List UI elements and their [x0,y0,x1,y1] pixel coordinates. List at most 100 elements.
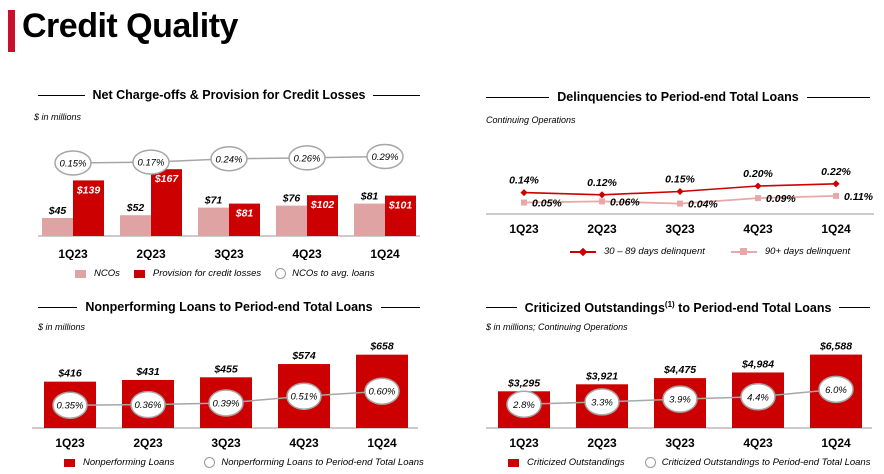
point-30-89 [676,187,684,196]
tick-label: 1Q23 [58,247,88,260]
swatch [508,458,519,467]
ratio-circle [288,145,326,171]
legend-item-provision: Provision for credit losses [133,268,261,279]
ratio-label: 3.9% [669,395,691,406]
data-label-90-plus: 0.09% [766,193,796,205]
swatch [644,457,656,468]
data-label-90-plus: 0.06% [610,196,640,208]
tick-label: 3Q23 [211,436,241,450]
data-label: $6,588 [819,341,852,353]
data-label-provision: $167 [154,173,180,185]
point-30-89 [598,191,606,199]
tick-label: 4Q23 [289,436,319,450]
bar-ncos [42,218,73,236]
data-label-provision: $102 [310,199,335,211]
point-30-89 [520,189,528,197]
tick-label: 2Q23 [587,436,617,450]
data-label-ncos: $71 [204,195,223,207]
bar-provision [307,195,338,236]
data-label-ncos: $45 [48,205,67,217]
crit-legend: Criticized Outstandings Criticized Outst… [508,457,884,468]
ratio-label: 3.3% [591,397,613,408]
ratio-circle [366,143,404,170]
ratio-label: 0.26% [294,153,321,164]
legend-item-npl: Nonperforming Loans [64,457,174,468]
ratio-label: 0.39% [213,398,240,409]
units-note: $ in millions; Continuing Operations [486,322,628,332]
criticized-chart: $3,295 1Q23 $3,921 2Q23 $4,475 3Q23 $4,984 4Q23… [486,341,872,450]
npl-legend: Nonperforming Loans Nonperforming Loans … [64,457,438,468]
panel-title: Delinquencies to Period-end Total Loans [557,90,799,104]
ratio-label: 4.4% [747,392,769,403]
swatch [133,269,145,278]
ratio-circle [286,382,322,410]
point-30-89 [754,182,762,190]
ratio-label: 0.17% [138,158,165,169]
data-label-30-89: 0.22% [821,166,851,178]
data-label: $574 [291,350,316,362]
npl-chart: $416 1Q23 $431 2Q23 $455 3Q23 $574 4Q23 $658 1Q24… [32,341,418,450]
ratio-circle [818,375,854,404]
panel-title: Net Charge-offs & Provision for Credit L… [92,88,366,102]
point-30-89 [832,180,840,188]
legend-item-criticized-ratio: Criticized Outstandings to Period-end To… [644,457,870,468]
data-label-ncos: $52 [126,202,145,214]
legend-item-npl-ratio: Nonperforming Loans to Period-end Total … [204,457,424,468]
ratio-label: 0.24% [216,154,243,165]
panel-delinquencies: Delinquencies to Period-end Total Loans … [486,90,870,290]
panel-net-charge-offs: Net Charge-offs & Provision for Credit L… [34,88,420,288]
panel-criticized-outstandings: Criticized Outstandings(1) to Period-end… [486,300,871,460]
tick-label: 3Q23 [665,436,695,450]
data-label: $3,295 [507,377,540,389]
data-label: $658 [369,341,394,353]
ratio-circle [740,383,776,411]
bar-ncos [198,207,229,236]
swatch [75,269,86,278]
tick-label: 2Q23 [587,222,617,236]
ratio-label: 0.29% [372,152,399,163]
data-label-ncos: $76 [282,193,301,205]
data-label: $4,475 [663,364,696,376]
point-90-plus [521,199,527,206]
ratio-label: 2.8% [512,400,535,411]
data-label-provision: $139 [76,184,101,196]
delinquency-chart: 0.05% 0.06% 0.04% 0.09% 0.11% 0.14% 0.12% 0.15%… [486,166,874,236]
data-label: $4,984 [741,358,774,370]
tick-label: 1Q23 [509,222,539,236]
ratio-circle [208,389,244,417]
ratio-circle [364,377,400,405]
data-label-30-89: 0.20% [743,168,773,180]
tick-label: 4Q23 [292,247,322,260]
data-label-90-plus: 0.05% [532,198,562,210]
bar-provision [229,203,260,236]
ratio-label: 6.0% [825,385,847,396]
swatch [204,457,216,468]
nco-chart: $45 $139 1Q23 $52 $167 2Q23 $71 $81 3Q23 $76 $102 4… [38,143,420,260]
tick-label: 1Q24 [367,436,397,450]
swatch [275,268,287,279]
ratio-circle [132,149,170,175]
tick-label: 1Q23 [55,436,85,450]
data-label-30-89: 0.15% [665,174,695,186]
tick-label: 3Q23 [214,247,244,260]
panel-title: Criticized Outstandings(1) to Period-end… [524,300,832,316]
units-note: Continuing Operations [486,115,576,125]
bar-provision [151,169,182,236]
legend-item-30-89: 30 – 89 days delinquent [570,246,705,257]
point-90-plus [677,200,683,207]
panel-nonperforming-loans: Nonperforming Loans to Period-end Total … [38,300,420,460]
units-note: $ in millions [34,112,82,122]
data-label-30-89: 0.12% [587,177,617,189]
legend-item-ncos: NCOs [75,268,120,279]
ratio-circle [130,390,166,419]
tick-label: 4Q23 [743,436,773,450]
swatch [730,247,757,256]
bar-ncos [354,203,385,236]
tick-label: 2Q23 [133,436,163,450]
ratio-circle [54,150,92,176]
ratio-circle [506,390,542,419]
point-90-plus [833,192,839,199]
data-label: $3,921 [585,370,618,382]
data-label-provision: $81 [235,208,254,220]
bar-ncos [276,205,307,236]
